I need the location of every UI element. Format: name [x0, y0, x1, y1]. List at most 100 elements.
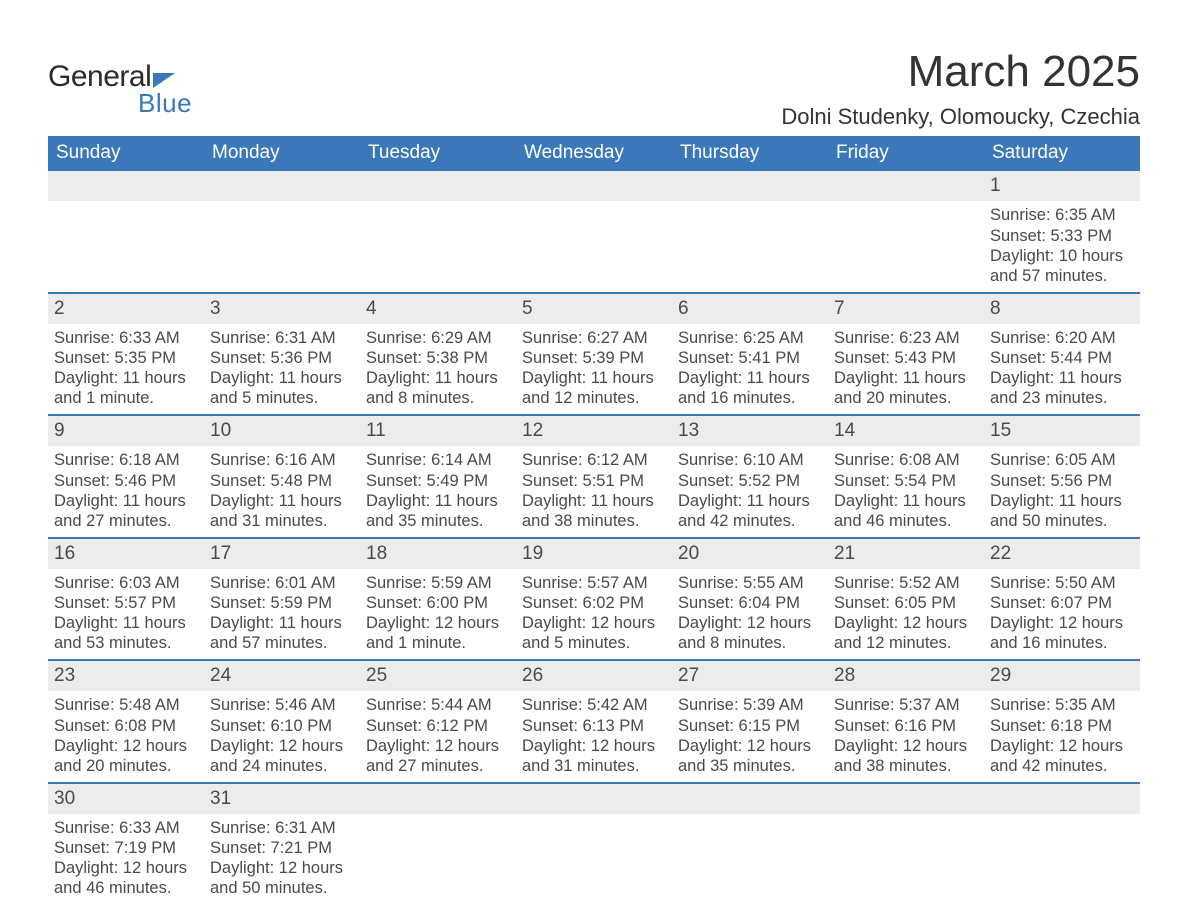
day-number-cell: 2 — [48, 293, 204, 324]
sunrise-text: Sunrise: 6:12 AM — [522, 450, 666, 470]
day-number-cell: 14 — [828, 415, 984, 446]
day-detail-cell: Sunrise: 6:20 AMSunset: 5:44 PMDaylight:… — [984, 324, 1140, 416]
day-number: 26 — [522, 665, 543, 686]
day-number-cell — [204, 171, 360, 201]
day-number-cell: 6 — [672, 293, 828, 324]
day-number-cell — [672, 783, 828, 814]
sunrise-text: Sunrise: 5:55 AM — [678, 573, 822, 593]
sunrise-text: Sunrise: 5:59 AM — [366, 573, 510, 593]
day2-text: and 5 minutes. — [522, 633, 666, 653]
day1-text: Daylight: 11 hours — [834, 368, 978, 388]
weekday-header: Wednesday — [516, 136, 672, 171]
sunrise-text: Sunrise: 5:57 AM — [522, 573, 666, 593]
day2-text: and 42 minutes. — [678, 511, 822, 531]
sunrise-text: Sunrise: 5:39 AM — [678, 695, 822, 715]
day-detail-cell — [672, 201, 828, 293]
sunrise-text: Sunrise: 6:18 AM — [54, 450, 198, 470]
day-number-cell — [516, 171, 672, 201]
day2-text: and 16 minutes. — [678, 388, 822, 408]
day2-text: and 27 minutes. — [366, 756, 510, 776]
sunset-text: Sunset: 6:02 PM — [522, 593, 666, 613]
day2-text: and 57 minutes. — [990, 266, 1134, 286]
sunset-text: Sunset: 7:19 PM — [54, 838, 198, 858]
day-detail-cell: Sunrise: 5:44 AMSunset: 6:12 PMDaylight:… — [360, 691, 516, 783]
day-detail-cell: Sunrise: 6:12 AMSunset: 5:51 PMDaylight:… — [516, 446, 672, 538]
day-number-cell: 22 — [984, 538, 1140, 569]
daynum-row: 1 — [48, 171, 1140, 201]
day1-text: Daylight: 12 hours — [834, 613, 978, 633]
sunrise-text: Sunrise: 6:31 AM — [210, 818, 354, 838]
sunset-text: Sunset: 6:10 PM — [210, 716, 354, 736]
sunset-text: Sunset: 5:48 PM — [210, 471, 354, 491]
day-detail-cell: Sunrise: 6:23 AMSunset: 5:43 PMDaylight:… — [828, 324, 984, 416]
daynum-row: 2345678 — [48, 293, 1140, 324]
sunrise-text: Sunrise: 6:20 AM — [990, 328, 1134, 348]
sunrise-text: Sunrise: 6:35 AM — [990, 205, 1134, 225]
day-number: 30 — [54, 788, 75, 809]
day-number: 11 — [366, 420, 386, 441]
day-detail-cell — [984, 814, 1140, 905]
day1-text: Daylight: 12 hours — [990, 736, 1134, 756]
weekday-header: Tuesday — [360, 136, 516, 171]
day1-text: Daylight: 12 hours — [522, 613, 666, 633]
sunrise-text: Sunrise: 6:03 AM — [54, 573, 198, 593]
day-detail-cell — [48, 201, 204, 293]
day1-text: Daylight: 11 hours — [210, 368, 354, 388]
day-number: 7 — [834, 298, 845, 319]
sunset-text: Sunset: 6:08 PM — [54, 716, 198, 736]
day2-text: and 23 minutes. — [990, 388, 1134, 408]
sunrise-text: Sunrise: 5:44 AM — [366, 695, 510, 715]
day1-text: Daylight: 12 hours — [366, 613, 510, 633]
detail-row: Sunrise: 5:48 AMSunset: 6:08 PM Daylight:… — [48, 691, 1140, 783]
day-number: 20 — [678, 543, 699, 564]
sunrise-text: Sunrise: 6:25 AM — [678, 328, 822, 348]
day-number-cell: 17 — [204, 538, 360, 569]
day-number-cell: 16 — [48, 538, 204, 569]
day-detail-cell — [672, 814, 828, 905]
sunset-text: Sunset: 5:51 PM — [522, 471, 666, 491]
day-detail-cell — [828, 814, 984, 905]
day1-text: Daylight: 12 hours — [678, 613, 822, 633]
day1-text: Daylight: 10 hours — [990, 246, 1134, 266]
weekday-header: Saturday — [984, 136, 1140, 171]
weekday-header: Friday — [828, 136, 984, 171]
brand-logo: General Blue — [48, 60, 192, 119]
sunset-text: Sunset: 5:41 PM — [678, 348, 822, 368]
day-number: 10 — [210, 420, 231, 441]
sunset-text: Sunset: 6:12 PM — [366, 716, 510, 736]
day2-text: and 16 minutes. — [990, 633, 1134, 653]
day-number: 23 — [54, 665, 75, 686]
day2-text: and 27 minutes. — [54, 511, 198, 531]
day2-text: and 35 minutes. — [366, 511, 510, 531]
calendar-table: Sunday Monday Tuesday Wednesday Thursday… — [48, 136, 1140, 904]
sunset-text: Sunset: 5:36 PM — [210, 348, 354, 368]
day-detail-cell — [516, 201, 672, 293]
sunset-text: Sunset: 5:39 PM — [522, 348, 666, 368]
day-number-cell: 31 — [204, 783, 360, 814]
sunrise-text: Sunrise: 6:01 AM — [210, 573, 354, 593]
day2-text: and 46 minutes. — [54, 878, 198, 898]
sunrise-text: Sunrise: 6:33 AM — [54, 818, 198, 838]
day2-text: and 1 minute. — [366, 633, 510, 653]
day-detail-cell: Sunrise: 5:35 AMSunset: 6:18 PMDaylight:… — [984, 691, 1140, 783]
brand-triangle-icon — [153, 73, 175, 88]
day-number-cell: 8 — [984, 293, 1140, 324]
day-detail-cell: Sunrise: 6:10 AMSunset: 5:52 PMDaylight:… — [672, 446, 828, 538]
day-number-cell — [48, 171, 204, 201]
day-number: 18 — [366, 543, 387, 564]
day1-text: Daylight: 11 hours — [54, 491, 198, 511]
sunset-text: Sunset: 5:59 PM — [210, 593, 354, 613]
weekday-header: Sunday — [48, 136, 204, 171]
day-number-cell: 4 — [360, 293, 516, 324]
day-detail-cell: Sunrise: 5:57 AMSunset: 6:02 PMDaylight:… — [516, 569, 672, 661]
day-number-cell: 9 — [48, 415, 204, 446]
sunrise-text: Sunrise: 5:52 AM — [834, 573, 978, 593]
detail-row: Sunrise: 6:33 AMSunset: 5:35 PMDaylight:… — [48, 324, 1140, 416]
day2-text: and 8 minutes. — [678, 633, 822, 653]
calendar-head: Sunday Monday Tuesday Wednesday Thursday… — [48, 136, 1140, 171]
sunrise-text: Sunrise: 6:31 AM — [210, 328, 354, 348]
sunrise-text: Sunrise: 5:48 AM — [54, 695, 198, 715]
sunset-text: Sunset: 5:38 PM — [366, 348, 510, 368]
sunrise-text: Sunrise: 6:14 AM — [366, 450, 510, 470]
day1-text: Daylight: 11 hours — [54, 613, 198, 633]
